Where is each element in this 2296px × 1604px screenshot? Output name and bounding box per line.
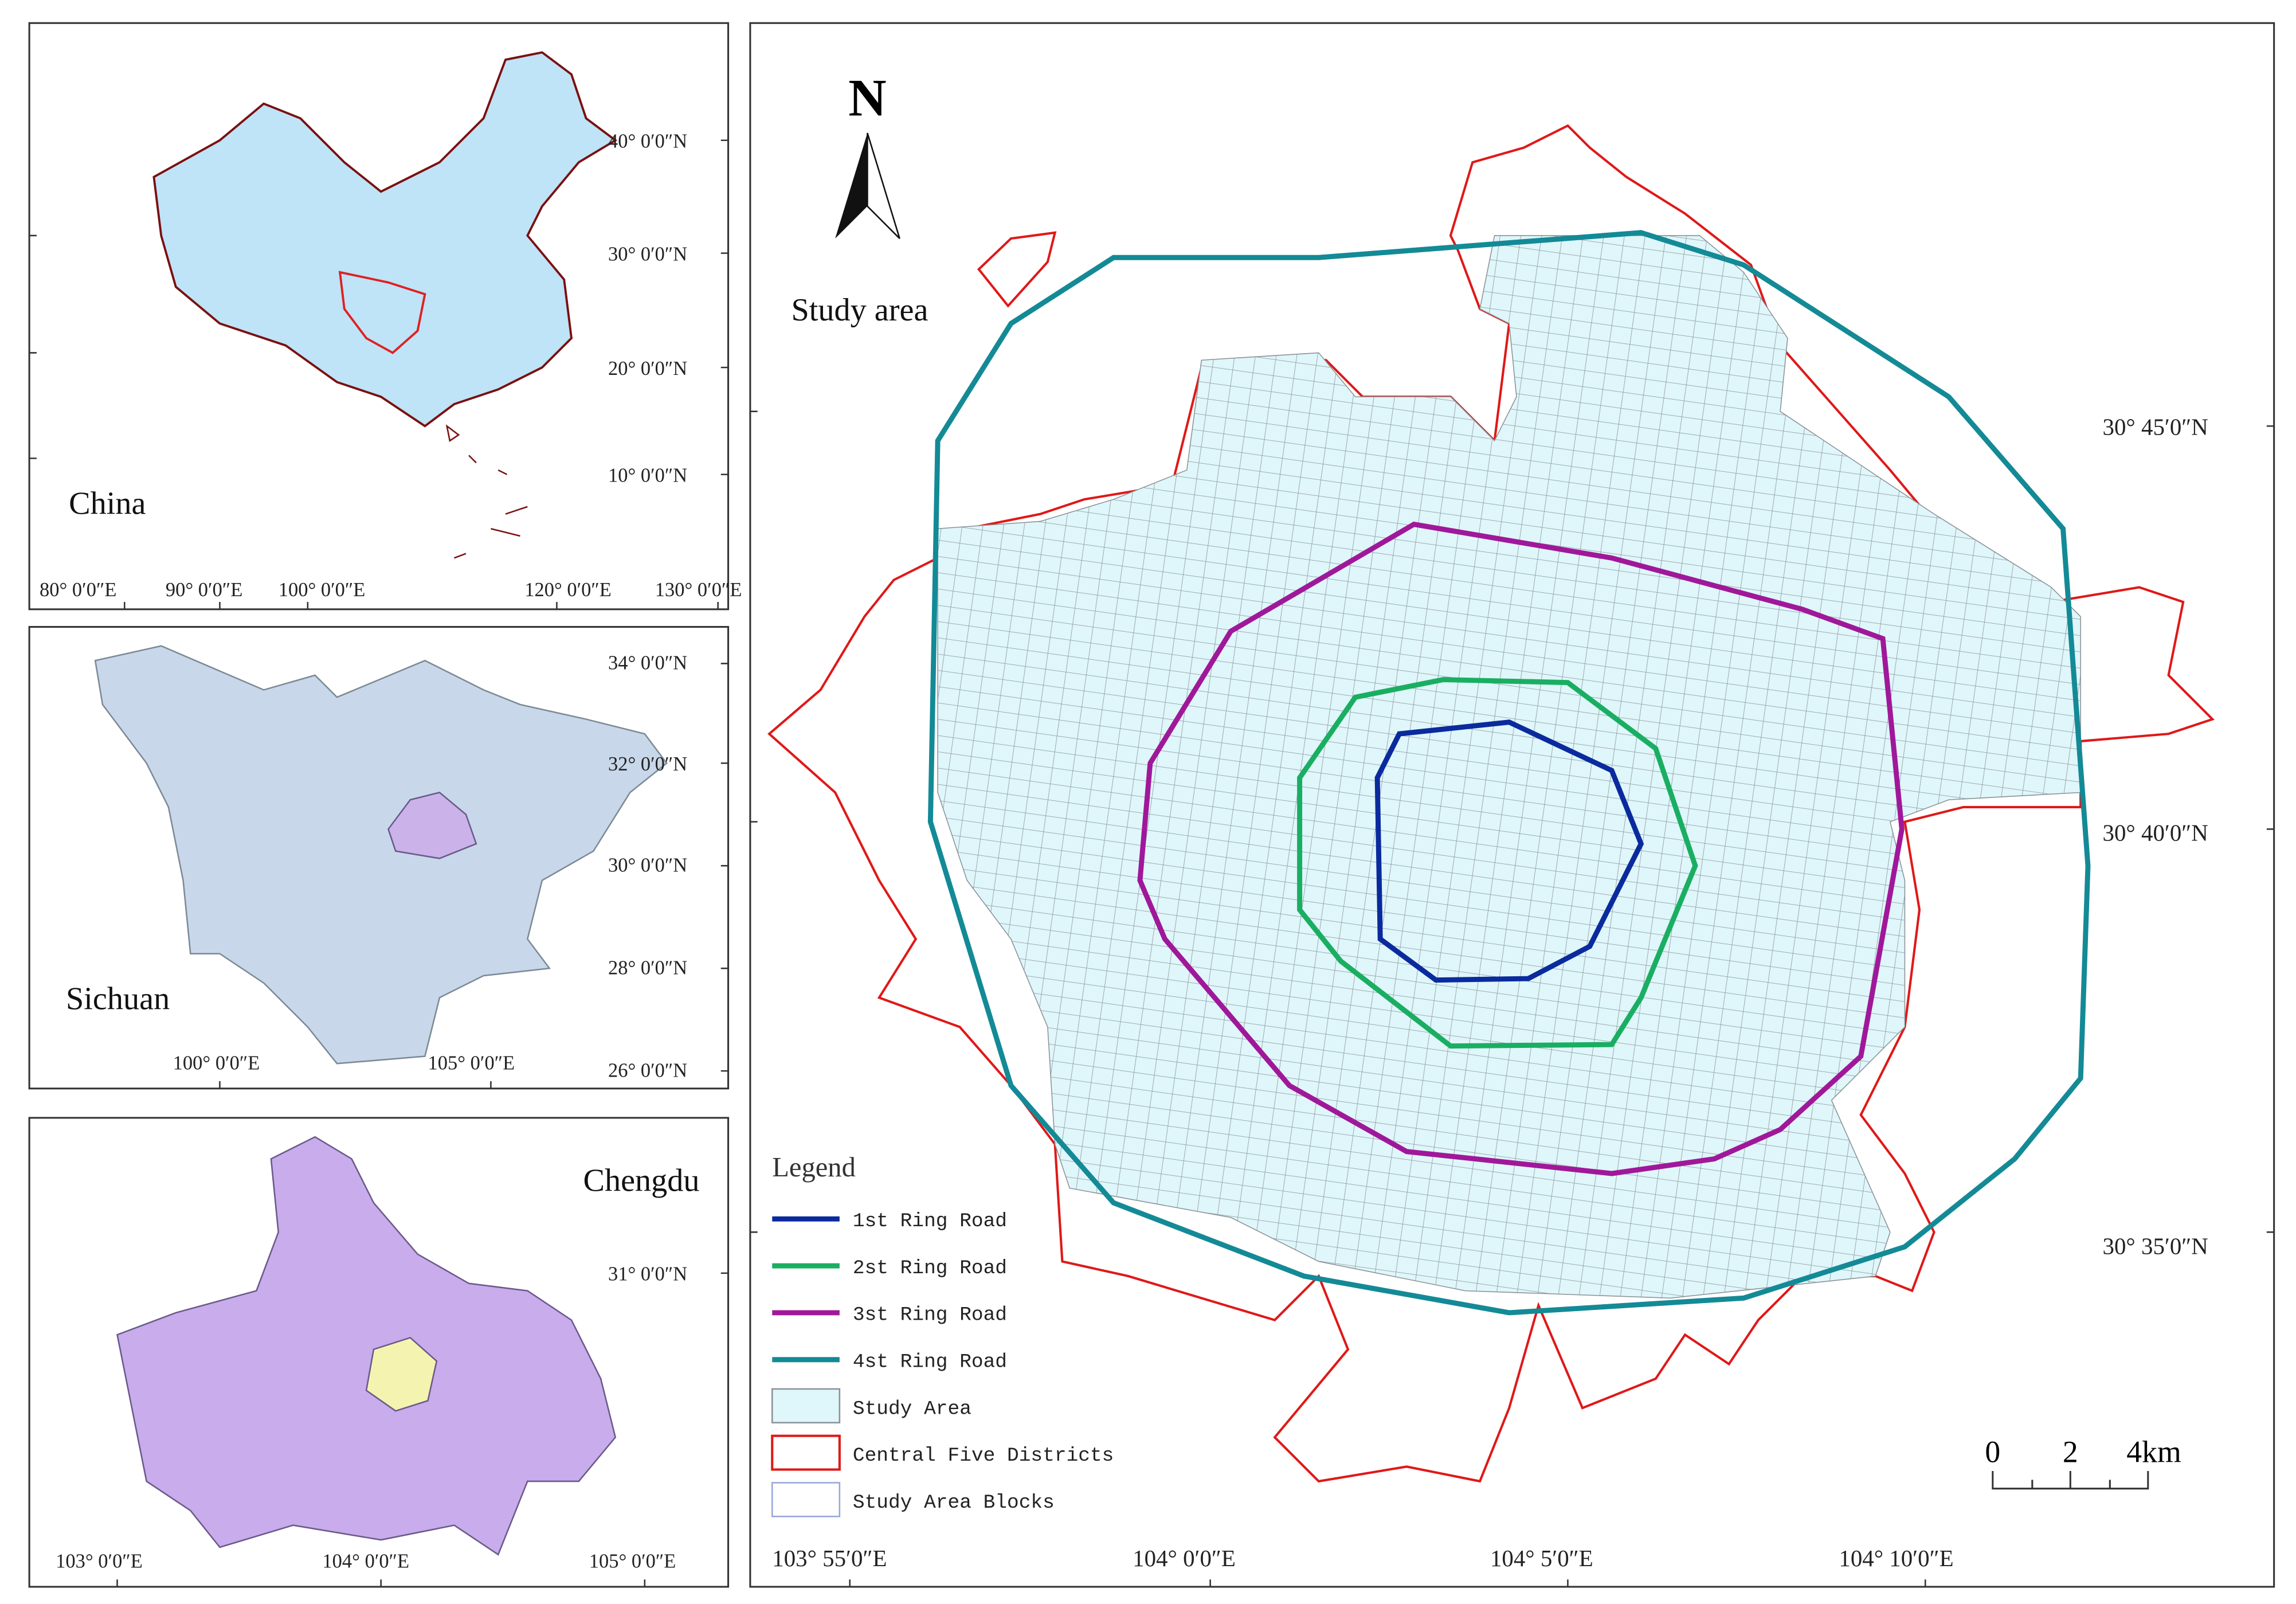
ticks (29, 139, 728, 609)
legend-item: 3st Ring Road (853, 1304, 1007, 1327)
lat-label: 31° 0′0″N (608, 1263, 687, 1285)
lat-label: 32° 0′0″N (608, 753, 687, 775)
panel-title: China (69, 486, 146, 522)
lon-label: 120° 0′0″E (524, 579, 612, 601)
chengdu-in-sichuan (387, 791, 477, 859)
lat-label: 30° 40′0″N (2103, 820, 2208, 846)
ticks (219, 663, 728, 1089)
legend-swatches (771, 1216, 841, 1517)
sichuan-outline (338, 271, 426, 354)
panel-title: Chengdu (583, 1163, 699, 1199)
sichuan-shape (94, 645, 668, 1065)
legend-item: 1st Ring Road (853, 1210, 1007, 1233)
lat-label: 30° 0′0″N (608, 854, 687, 876)
north-label: N (848, 68, 886, 127)
scale-label: 0 (1985, 1435, 2000, 1469)
islands (445, 424, 528, 559)
ticks (750, 410, 2274, 1587)
lat-label: 10° 0′0″N (608, 464, 687, 486)
scale-label: 2 (2063, 1435, 2078, 1469)
lon-label: 100° 0′0″E (279, 579, 366, 601)
scale-label: 4km (2126, 1435, 2181, 1469)
lon-label: 100° 0′0″E (173, 1053, 260, 1074)
legend-item: Study Area (853, 1398, 971, 1420)
legend-title: Legend (772, 1152, 856, 1183)
lat-label: 26° 0′0″N (608, 1059, 687, 1081)
north-arrow (835, 132, 900, 239)
lat-label: 30° 45′0″N (2103, 414, 2208, 440)
legend-item: Study Area Blocks (853, 1492, 1055, 1514)
chengdu-shape (116, 1136, 617, 1556)
panel-title: Sichuan (66, 981, 170, 1017)
lon-label: 105° 0′0″E (428, 1053, 515, 1074)
ring-road-4 (927, 230, 2091, 1316)
lat-label: 30° 35′0″N (2103, 1234, 2208, 1259)
lon-label: 105° 0′0″E (589, 1551, 676, 1572)
lat-label: 34° 0′0″N (608, 652, 687, 674)
ring-road-2 (1297, 677, 1698, 1049)
main-title: Study area (791, 292, 928, 328)
study-area-in-chengdu (365, 1336, 438, 1412)
lon-label: 104° 0′0″E (322, 1551, 409, 1572)
lon-label: 130° 0′0″E (655, 579, 742, 601)
ticks (116, 1272, 728, 1587)
lon-label: 104° 5′0″E (1490, 1546, 1593, 1571)
lat-label: 20° 0′0″N (608, 358, 687, 380)
legend-item: 4st Ring Road (853, 1351, 1007, 1374)
lat-label: 40° 0′0″N (608, 131, 687, 152)
ring-road-3 (1137, 521, 1905, 1176)
lat-label: 28° 0′0″N (608, 957, 687, 979)
china-shape (152, 51, 618, 428)
lon-label: 103° 0′0″E (56, 1551, 143, 1572)
ring-road-1 (1374, 719, 1644, 983)
lat-label: 30° 0′0″N (608, 243, 687, 265)
lon-label: 80° 0′0″E (40, 579, 116, 601)
lon-label: 90° 0′0″E (166, 579, 242, 601)
lon-label: 104° 0′0″E (1133, 1546, 1236, 1571)
legend-item: 2st Ring Road (853, 1257, 1007, 1280)
district-fragment (977, 231, 1057, 308)
scale-bar (1992, 1471, 2149, 1490)
lon-label: 103° 55′0″E (772, 1546, 887, 1571)
lon-label: 104° 10′0″E (1839, 1546, 1953, 1571)
legend-item: Central Five Districts (853, 1445, 1114, 1467)
